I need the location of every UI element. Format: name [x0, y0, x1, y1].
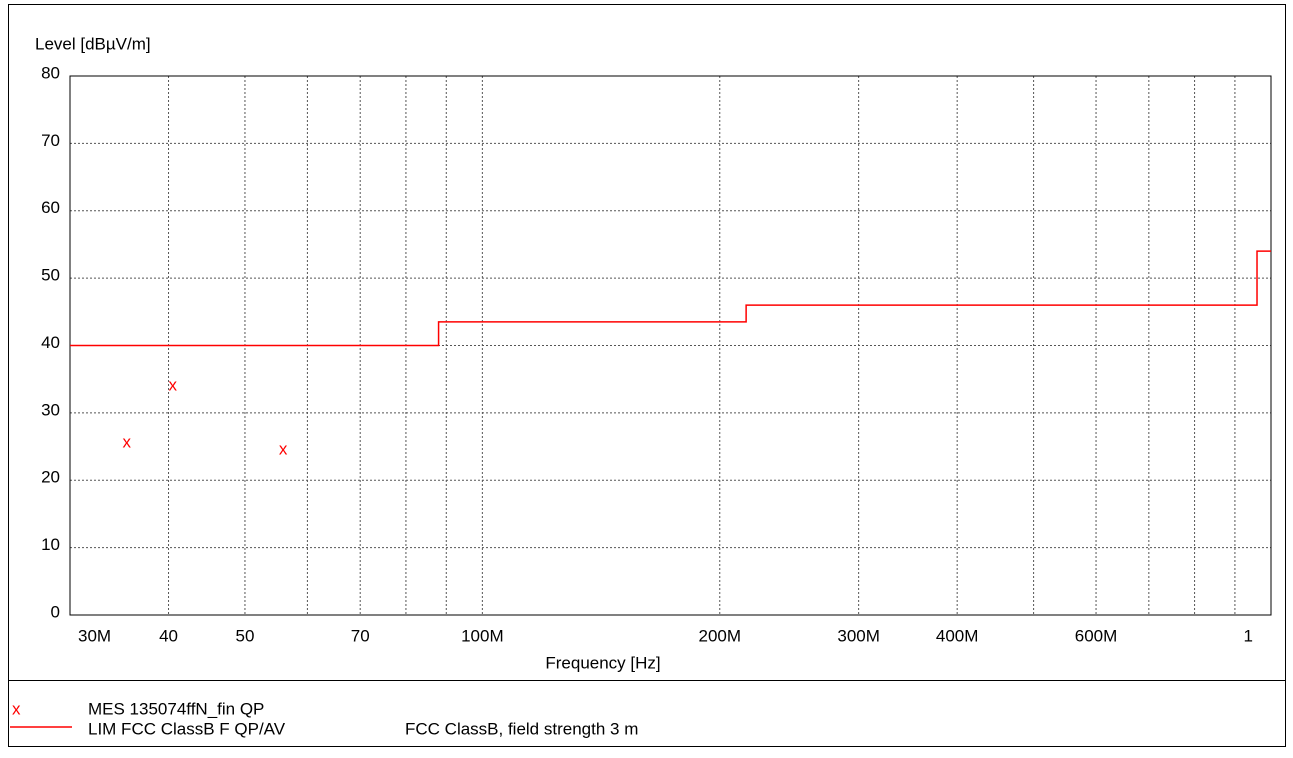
- legend-label: MES 135074ffN_fin QP: [88, 699, 264, 718]
- data-point: x: [122, 433, 131, 452]
- legend-marker: x: [12, 699, 21, 718]
- y-tick-label: 10: [41, 535, 60, 554]
- legend-frame: [8, 680, 1286, 747]
- y-tick-label: 20: [41, 468, 60, 487]
- y-tick-label: 70: [41, 131, 60, 150]
- x-tick-label: 1: [1244, 626, 1253, 645]
- x-tick-label: 600M: [1075, 626, 1118, 645]
- y-tick-label: 30: [41, 400, 60, 419]
- x-tick-label: 200M: [699, 626, 742, 645]
- data-point: x: [279, 439, 288, 458]
- y-axis-label: Level [dBµV/m]: [35, 34, 151, 53]
- x-tick-label: 100M: [461, 626, 504, 645]
- data-point: x: [169, 375, 178, 394]
- x-axis-label: Frequency [Hz]: [545, 653, 660, 672]
- y-tick-label: 40: [41, 333, 60, 352]
- limit-line: [70, 250, 1271, 347]
- y-tick-label: 0: [51, 602, 60, 621]
- x-tick-label: 40: [159, 626, 178, 645]
- x-tick-label: 70: [351, 626, 370, 645]
- x-tick-label: 50: [235, 626, 254, 645]
- legend-label: LIM FCC ClassB F QP/AV: [88, 719, 286, 738]
- y-tick-label: 80: [41, 63, 60, 82]
- y-tick-label: 50: [41, 266, 60, 285]
- legend-description: FCC ClassB, field strength 3 m: [405, 719, 638, 738]
- chart-frame: [8, 4, 1286, 681]
- x-tick-label: 30M: [78, 626, 111, 645]
- x-tick-label: 400M: [936, 626, 979, 645]
- y-tick-label: 60: [41, 198, 60, 217]
- x-tick-label: 300M: [837, 626, 880, 645]
